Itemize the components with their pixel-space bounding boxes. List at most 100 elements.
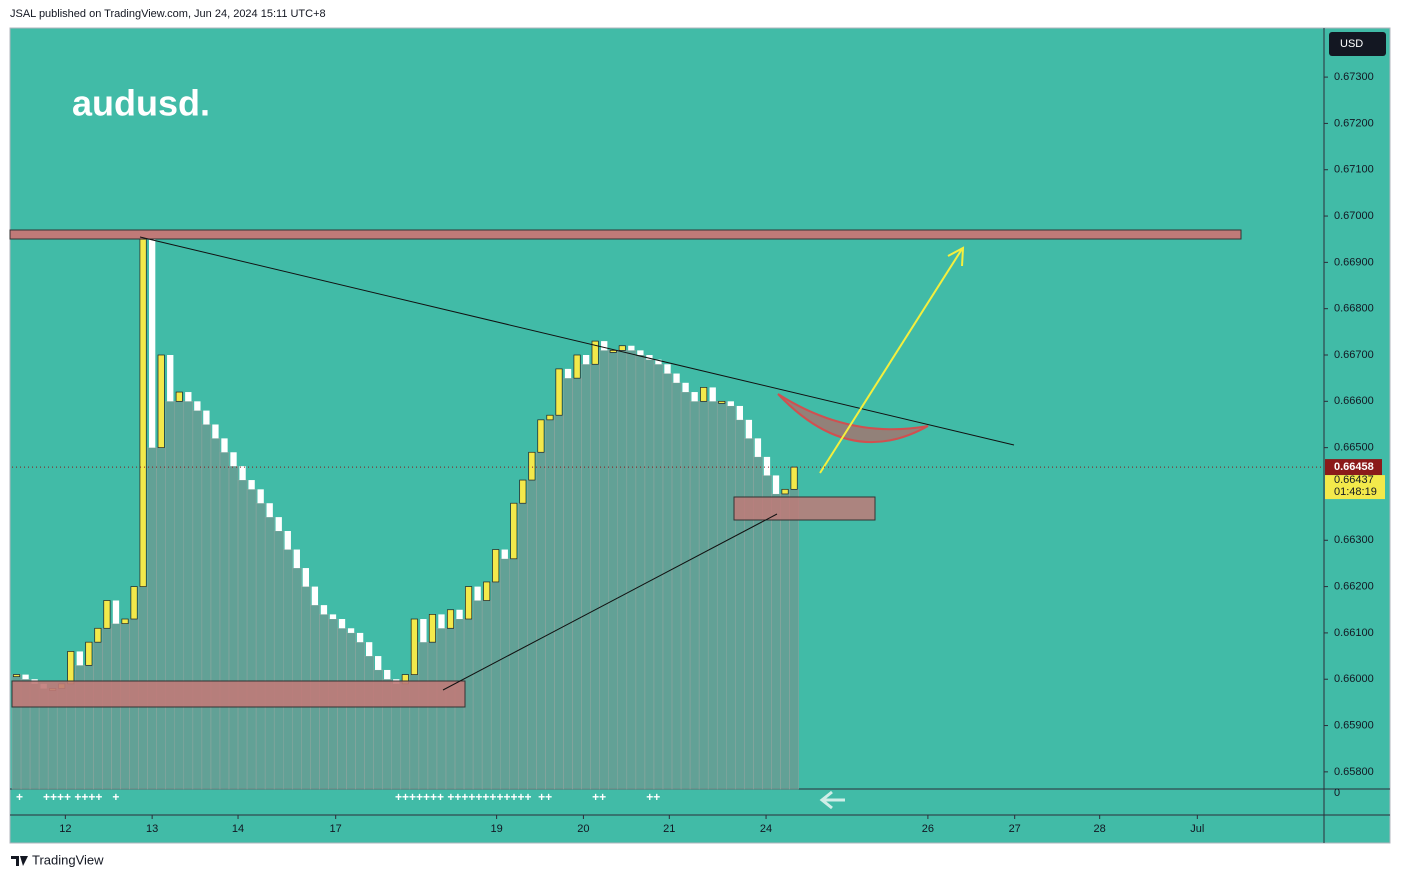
candle-body [384,669,391,680]
column [698,401,709,790]
x-tick-label: 17 [330,823,342,835]
candle-body [293,549,300,569]
column [418,641,429,790]
y-tick-label: 0.67300 [1334,71,1374,83]
column [545,419,555,790]
candle-body [736,405,743,420]
candle-body [185,392,192,402]
column [735,419,745,790]
candle-body [474,586,481,601]
column [499,558,510,790]
column [436,628,447,790]
candle-body [157,354,165,448]
logo-icon [11,856,28,866]
y-tick-label: 0.66600 [1334,395,1374,407]
candle-body [709,387,716,402]
last-price-box [1325,459,1382,476]
x-tick-label: 24 [760,823,772,835]
x-tick-label: 14 [232,823,244,835]
column [481,600,492,790]
indicator-marks: + ++++ ++++ + +++++++ ++++++++++++ ++ ++… [16,790,660,804]
column [527,479,537,790]
x-tick-label: 13 [146,823,158,835]
candle-body [483,581,491,601]
candle-body [275,517,282,532]
candle-body [456,609,463,620]
candle-body [492,549,500,583]
column [626,350,637,790]
candle-body [257,489,264,504]
candle-body [230,452,237,467]
column [165,401,175,790]
candle-body [13,674,21,677]
y-tick-label: 0.65800 [1334,766,1374,778]
y-tick-label: 0.66100 [1334,627,1374,639]
candle-body [94,627,102,643]
x-tick-label: 21 [663,823,675,835]
candle-body [564,368,572,379]
cup-shape [777,393,929,444]
column [156,447,166,790]
candle-body [67,651,75,685]
candle-body [465,586,473,620]
candle-body [555,368,563,416]
candle-body [790,466,798,490]
column [228,465,239,790]
column [264,516,275,790]
candle-body [573,354,581,379]
svg-text:+ ++++ ++++ +: + ++++ ++++ + [16,790,119,804]
y-tick-label: 0.66000 [1334,673,1374,685]
candle-body [76,651,83,666]
candle-body [438,614,445,629]
svg-text:+++++++ ++++++++++++ ++: +++++++ ++++++++++++ ++ ++ ++ [395,790,660,804]
candle-body [139,238,147,587]
column [662,373,673,790]
candle-body [682,382,689,393]
columns [11,350,799,790]
candle-body [194,401,201,411]
y-tick-label: 0.67200 [1334,117,1374,129]
column [509,558,519,790]
column [147,447,157,790]
x-tick-label: Jul [1190,823,1204,835]
candle-body [745,419,753,439]
column [174,401,185,790]
column [273,530,284,790]
candle-body [691,392,698,402]
column [282,549,293,790]
candle-body [284,531,291,550]
column [599,350,609,790]
candle-body [347,628,355,633]
column [219,452,230,790]
candle-body [582,355,590,365]
candle-body [519,479,527,504]
candle-body [103,600,111,629]
candle-body [763,456,771,476]
candle-body [22,674,29,680]
candle-body [601,341,608,351]
candle-body [302,568,310,587]
column [337,628,347,790]
column [445,628,456,790]
candle-body [700,387,708,402]
candle-body [546,414,554,421]
column [346,632,356,790]
support-zone [11,680,466,708]
published-line: JSAL published on TradingView.com, Jun 2… [10,8,326,20]
candle-body [311,586,319,606]
y-tick-label: 0.66500 [1334,442,1374,454]
candle-body [664,364,671,374]
y-tick-label: 0.66300 [1334,534,1374,546]
second-price-box [1325,475,1385,500]
candle-body [248,480,255,490]
candle-body [446,609,455,629]
scroll-arrow [819,790,845,810]
candle-body [266,503,273,518]
currency-label[interactable]: USD [1340,38,1363,50]
currency-button[interactable] [1329,32,1386,56]
y-tick-label: 0.65900 [1334,719,1374,731]
column [490,581,501,790]
candle-body [375,656,382,670]
column [726,405,736,790]
